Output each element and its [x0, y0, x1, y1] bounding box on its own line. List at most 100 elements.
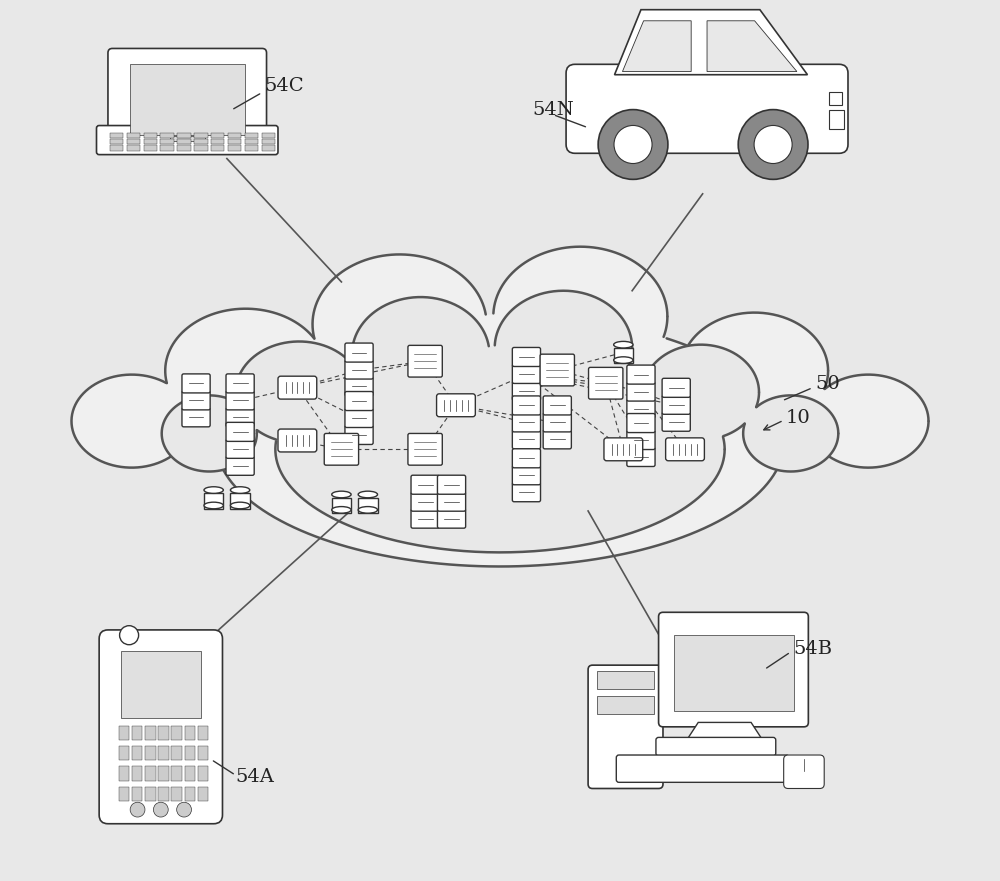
- Bar: [245, 145, 258, 151]
- Ellipse shape: [495, 291, 632, 405]
- Bar: [158, 766, 169, 781]
- Circle shape: [153, 803, 168, 817]
- FancyBboxPatch shape: [543, 413, 571, 432]
- Ellipse shape: [204, 486, 223, 493]
- Bar: [171, 766, 182, 781]
- FancyBboxPatch shape: [512, 347, 541, 366]
- Bar: [171, 746, 182, 760]
- Bar: [127, 132, 140, 137]
- Text: 10: 10: [785, 409, 810, 427]
- Polygon shape: [622, 21, 691, 71]
- FancyBboxPatch shape: [656, 737, 776, 756]
- Bar: [121, 651, 201, 718]
- Ellipse shape: [614, 341, 633, 348]
- FancyBboxPatch shape: [666, 438, 704, 461]
- Bar: [170, 137, 205, 142]
- Bar: [211, 132, 224, 137]
- Bar: [127, 139, 140, 144]
- Bar: [198, 766, 208, 781]
- Ellipse shape: [358, 492, 378, 498]
- FancyBboxPatch shape: [784, 755, 824, 788]
- Text: 54N: 54N: [533, 100, 574, 119]
- FancyBboxPatch shape: [627, 413, 655, 433]
- FancyBboxPatch shape: [662, 378, 690, 397]
- FancyBboxPatch shape: [604, 438, 643, 461]
- Bar: [171, 726, 182, 740]
- FancyBboxPatch shape: [566, 64, 848, 153]
- FancyBboxPatch shape: [627, 448, 655, 467]
- Circle shape: [130, 803, 145, 817]
- Bar: [145, 746, 156, 760]
- FancyBboxPatch shape: [345, 360, 373, 379]
- Polygon shape: [707, 21, 797, 71]
- Ellipse shape: [808, 374, 929, 468]
- Bar: [185, 746, 195, 760]
- Text: 54C: 54C: [264, 77, 304, 95]
- Bar: [245, 132, 258, 137]
- FancyBboxPatch shape: [627, 431, 655, 449]
- Ellipse shape: [643, 344, 759, 440]
- Bar: [110, 139, 123, 144]
- Bar: [160, 139, 174, 144]
- Bar: [144, 139, 157, 144]
- FancyBboxPatch shape: [512, 413, 541, 432]
- Ellipse shape: [614, 357, 633, 364]
- Bar: [194, 145, 208, 151]
- FancyBboxPatch shape: [226, 456, 254, 476]
- FancyBboxPatch shape: [182, 391, 210, 410]
- FancyBboxPatch shape: [411, 509, 439, 529]
- FancyBboxPatch shape: [108, 48, 267, 144]
- FancyBboxPatch shape: [543, 430, 571, 449]
- FancyBboxPatch shape: [411, 475, 439, 494]
- FancyBboxPatch shape: [437, 509, 466, 529]
- Circle shape: [738, 109, 808, 180]
- Bar: [194, 132, 208, 137]
- Bar: [158, 726, 169, 740]
- FancyBboxPatch shape: [345, 409, 373, 427]
- Ellipse shape: [358, 507, 378, 513]
- Bar: [160, 145, 174, 151]
- Bar: [185, 766, 195, 781]
- FancyBboxPatch shape: [616, 755, 789, 782]
- FancyBboxPatch shape: [512, 430, 541, 449]
- FancyBboxPatch shape: [437, 475, 466, 494]
- Circle shape: [754, 125, 792, 164]
- Bar: [194, 139, 208, 144]
- Bar: [177, 132, 191, 137]
- FancyBboxPatch shape: [226, 422, 254, 441]
- FancyBboxPatch shape: [543, 396, 571, 415]
- Ellipse shape: [681, 313, 828, 429]
- Bar: [228, 132, 241, 137]
- Ellipse shape: [230, 502, 250, 508]
- Bar: [177, 139, 191, 144]
- Bar: [127, 145, 140, 151]
- FancyBboxPatch shape: [662, 396, 690, 414]
- FancyBboxPatch shape: [627, 399, 655, 418]
- FancyBboxPatch shape: [437, 492, 466, 511]
- FancyBboxPatch shape: [345, 377, 373, 396]
- FancyBboxPatch shape: [204, 493, 223, 509]
- Bar: [145, 787, 156, 801]
- Ellipse shape: [743, 396, 838, 471]
- FancyBboxPatch shape: [345, 426, 373, 444]
- FancyBboxPatch shape: [662, 412, 690, 431]
- Bar: [132, 726, 142, 740]
- Bar: [211, 145, 224, 151]
- Bar: [110, 145, 123, 151]
- Bar: [119, 787, 129, 801]
- FancyBboxPatch shape: [512, 365, 541, 383]
- Bar: [228, 145, 241, 151]
- Bar: [198, 746, 208, 760]
- Text: 50: 50: [815, 375, 840, 394]
- FancyBboxPatch shape: [226, 408, 254, 426]
- Circle shape: [614, 125, 652, 164]
- FancyBboxPatch shape: [226, 440, 254, 458]
- Ellipse shape: [332, 507, 351, 513]
- Bar: [119, 766, 129, 781]
- Bar: [198, 726, 208, 740]
- FancyBboxPatch shape: [324, 433, 359, 465]
- Bar: [158, 746, 169, 760]
- Ellipse shape: [71, 374, 192, 468]
- FancyBboxPatch shape: [358, 498, 378, 513]
- FancyBboxPatch shape: [230, 493, 250, 509]
